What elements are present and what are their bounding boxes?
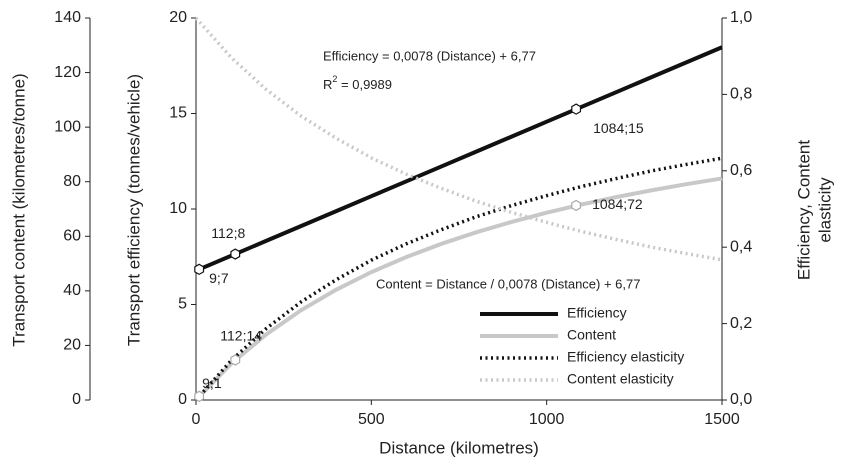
r-symbol: R xyxy=(323,77,332,92)
y-tick-label: 0 xyxy=(178,391,187,408)
y-tick-label: 20 xyxy=(169,9,187,26)
series-line xyxy=(194,176,723,402)
y2-axis-title: elasticity xyxy=(815,177,834,243)
y2-tick-label: 1,0 xyxy=(730,9,752,26)
y2-tick-label: 0,6 xyxy=(730,162,752,179)
legend-label: Efficiency elasticity xyxy=(567,349,684,365)
x-tick-label: 0 xyxy=(192,411,201,428)
point-label: 9;7 xyxy=(209,270,229,286)
point-label: 112;14 xyxy=(220,328,262,344)
y-tick-label: 10 xyxy=(169,200,187,217)
series-line xyxy=(194,16,723,262)
x-axis-title: Distance (kilometres) xyxy=(379,438,539,457)
point-marker xyxy=(194,263,205,276)
y-axis-title: Transport efficiency (tonnes/vehicle) xyxy=(124,74,143,346)
y3-tick-label: 100 xyxy=(54,118,81,135)
y3-tick-label: 80 xyxy=(63,173,81,190)
point-label: 112;8 xyxy=(211,225,245,241)
y3-tick-label: 0 xyxy=(72,391,81,408)
point-label: 9;1 xyxy=(202,375,222,391)
x-tick-label: 500 xyxy=(358,411,385,428)
point-label: 1084;15 xyxy=(593,120,644,136)
series-line xyxy=(194,156,723,402)
x-tick-label: 1500 xyxy=(704,411,740,428)
y3-tick-label: 40 xyxy=(63,282,81,299)
y2-tick-label: 0,0 xyxy=(730,391,752,408)
equation: Efficiency = 0,0078 (Distance) + 6,77 xyxy=(323,48,536,63)
legend-label: Efficiency xyxy=(567,305,627,321)
y2-tick-label: 0,2 xyxy=(730,315,752,332)
y3-tick-label: 20 xyxy=(63,337,81,354)
r-squared: R2 = 0,9989 xyxy=(323,74,392,92)
y2-tick-label: 0,8 xyxy=(730,86,752,103)
point-marker xyxy=(230,248,241,260)
point-marker xyxy=(571,103,582,115)
y-tick-label: 15 xyxy=(169,105,187,122)
point-marker xyxy=(571,199,582,212)
y2-tick-label: 0,4 xyxy=(730,238,752,255)
equation: Content = Distance / 0,0078 (Distance) +… xyxy=(376,276,641,291)
y3-tick-label: 140 xyxy=(54,9,81,26)
r-exponent: 2 xyxy=(332,74,337,84)
y3-tick-label: 120 xyxy=(54,64,81,81)
y3-tick-label: 60 xyxy=(63,228,81,245)
point-label: 1084;72 xyxy=(592,196,643,212)
legend-label: Content elasticity xyxy=(567,371,674,387)
y2-axis-title: Efficiency, Content xyxy=(794,140,813,280)
y-tick-label: 5 xyxy=(178,296,187,313)
y3-axis-title: Transport content (kilometres/tonne) xyxy=(9,73,28,346)
series-line xyxy=(195,45,723,273)
point-marker xyxy=(230,354,241,366)
r-value: = 0,9989 xyxy=(337,77,392,92)
x-tick-label: 1000 xyxy=(529,411,565,428)
legend-label: Content xyxy=(567,327,616,343)
point-marker xyxy=(194,390,205,403)
